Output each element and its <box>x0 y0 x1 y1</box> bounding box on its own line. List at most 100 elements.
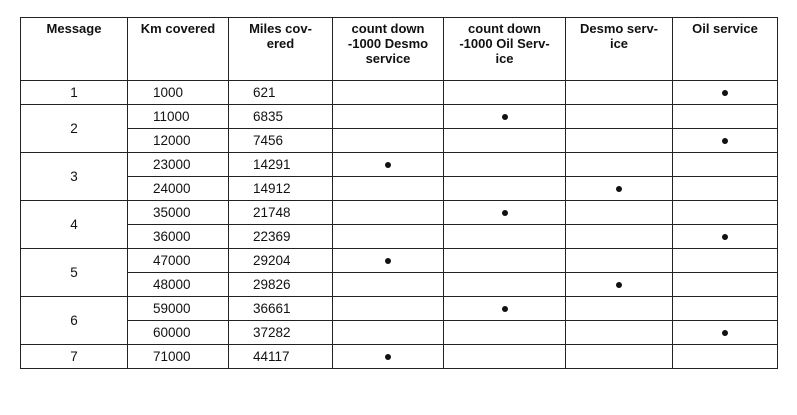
desmo-service-cell <box>565 176 673 201</box>
column-header-line: Km covered <box>140 21 216 36</box>
desmo-countdown-cell <box>332 248 444 273</box>
message-number-cell: 3 <box>20 152 128 201</box>
desmo-service-cell <box>565 320 673 345</box>
column-header-line: -1000 Oil Serv- <box>459 36 550 51</box>
km-covered-cell: 12000 <box>127 128 229 153</box>
oil-service-cell <box>672 152 778 177</box>
column-header-miles: Miles cov-ered <box>228 17 333 81</box>
column-header-oil-service: Oil service <box>672 17 778 81</box>
desmo-countdown-cell <box>332 80 444 105</box>
miles-covered-cell: 37282 <box>228 320 333 345</box>
table-header: Message Km covered Miles cov-ered count dow… <box>20 17 778 81</box>
miles-covered-cell: 29204 <box>228 248 333 273</box>
miles-covered-cell: 14291 <box>228 152 333 177</box>
bullet-dot-icon <box>385 161 391 168</box>
oil-service-cell <box>672 224 778 249</box>
oil-countdown-cell <box>443 344 566 369</box>
bullet-dot-icon <box>722 329 728 336</box>
km-covered-cell: 47000 <box>127 248 229 273</box>
table-row: 36000 22369 <box>21 224 778 249</box>
desmo-countdown-cell <box>332 176 444 201</box>
desmo-countdown-cell <box>332 296 444 321</box>
miles-covered-cell: 14912 <box>228 176 333 201</box>
miles-covered-cell: 6835 <box>228 104 333 129</box>
oil-countdown-cell <box>443 152 566 177</box>
header-row: Message Km covered Miles cov-ered count dow… <box>20 17 778 81</box>
miles-covered-cell: 29826 <box>228 272 333 297</box>
table-row: 48000 29826 <box>21 272 778 297</box>
column-header-line: ice <box>609 36 629 51</box>
column-header-message: Message <box>20 17 128 81</box>
km-covered-cell: 11000 <box>127 104 229 129</box>
message-number-cell: 6 <box>20 296 128 345</box>
message-number-cell: 7 <box>20 344 128 369</box>
oil-countdown-cell <box>443 272 566 297</box>
km-covered-cell: 35000 <box>127 200 229 225</box>
column-header-line: ered <box>266 36 295 51</box>
miles-covered-cell: 22369 <box>228 224 333 249</box>
oil-service-cell <box>672 128 778 153</box>
miles-covered-cell: 44117 <box>228 344 333 369</box>
column-header-line: service <box>365 51 411 66</box>
desmo-service-cell <box>565 296 673 321</box>
table-row: 24000 14912 <box>21 176 778 201</box>
oil-countdown-cell <box>443 104 566 129</box>
desmo-countdown-cell <box>332 104 444 129</box>
bullet-dot-icon <box>616 185 622 192</box>
oil-service-cell <box>672 80 778 105</box>
oil-service-cell <box>672 104 778 129</box>
table-row: 2 11000 6835 <box>20 104 778 153</box>
message-number-cell: 1 <box>20 80 128 105</box>
service-schedule-table: Message Km covered Miles cov-ered count dow… <box>20 17 778 369</box>
oil-service-cell <box>672 344 778 369</box>
desmo-service-cell <box>565 248 673 273</box>
desmo-countdown-cell <box>332 320 444 345</box>
column-header-line: -1000 Desmo <box>347 36 429 51</box>
column-header-desmo-service: Desmo serv-ice <box>565 17 673 81</box>
column-header-line: count down <box>351 21 425 36</box>
desmo-countdown-cell <box>332 128 444 153</box>
desmo-service-cell <box>565 104 673 129</box>
desmo-countdown-cell <box>332 224 444 249</box>
table-body: 1 1000 621 2 11000 6835 12000 7456 3 23000 14291 24… <box>20 80 778 369</box>
bullet-dot-icon <box>501 113 508 120</box>
desmo-countdown-cell <box>332 272 444 297</box>
column-header-line: count down <box>468 21 541 36</box>
oil-service-cell <box>672 296 778 321</box>
oil-countdown-cell <box>443 200 566 225</box>
column-header-line: Miles cov- <box>249 21 312 36</box>
column-header-line: ice <box>495 51 514 66</box>
table-row: 4 35000 21748 <box>20 200 778 249</box>
desmo-service-cell <box>565 224 673 249</box>
km-covered-cell: 1000 <box>127 80 229 105</box>
km-covered-cell: 60000 <box>127 320 229 345</box>
miles-covered-cell: 7456 <box>228 128 333 153</box>
km-covered-cell: 23000 <box>127 152 229 177</box>
oil-countdown-cell <box>443 296 566 321</box>
message-number-cell: 2 <box>20 104 128 153</box>
column-header-line: Oil service <box>692 21 758 36</box>
oil-countdown-cell <box>443 224 566 249</box>
oil-service-cell <box>672 272 778 297</box>
km-covered-cell: 24000 <box>127 176 229 201</box>
desmo-service-cell <box>565 200 673 225</box>
table-row: 5 47000 29204 <box>20 248 778 297</box>
column-header-line: Message <box>46 21 102 36</box>
column-header-desmo-countdown: count down -1000 Desmo service <box>332 17 444 81</box>
bullet-dot-icon <box>722 89 728 96</box>
column-header-oil-countdown: count down -1000 Oil Serv-ice <box>443 17 566 81</box>
oil-countdown-cell <box>443 128 566 153</box>
oil-service-cell <box>672 320 778 345</box>
message-number-cell: 4 <box>20 200 128 249</box>
desmo-countdown-cell <box>332 200 444 225</box>
desmo-service-cell <box>565 272 673 297</box>
km-covered-cell: 59000 <box>127 296 229 321</box>
bullet-dot-icon <box>501 209 508 216</box>
km-covered-cell: 71000 <box>127 344 229 369</box>
table-row: 60000 37282 <box>21 320 778 345</box>
bullet-dot-icon <box>385 257 391 264</box>
miles-covered-cell: 621 <box>228 80 333 105</box>
table-row: 6 59000 36661 <box>20 296 778 345</box>
desmo-service-cell <box>565 344 673 369</box>
message-number-cell: 5 <box>20 248 128 297</box>
